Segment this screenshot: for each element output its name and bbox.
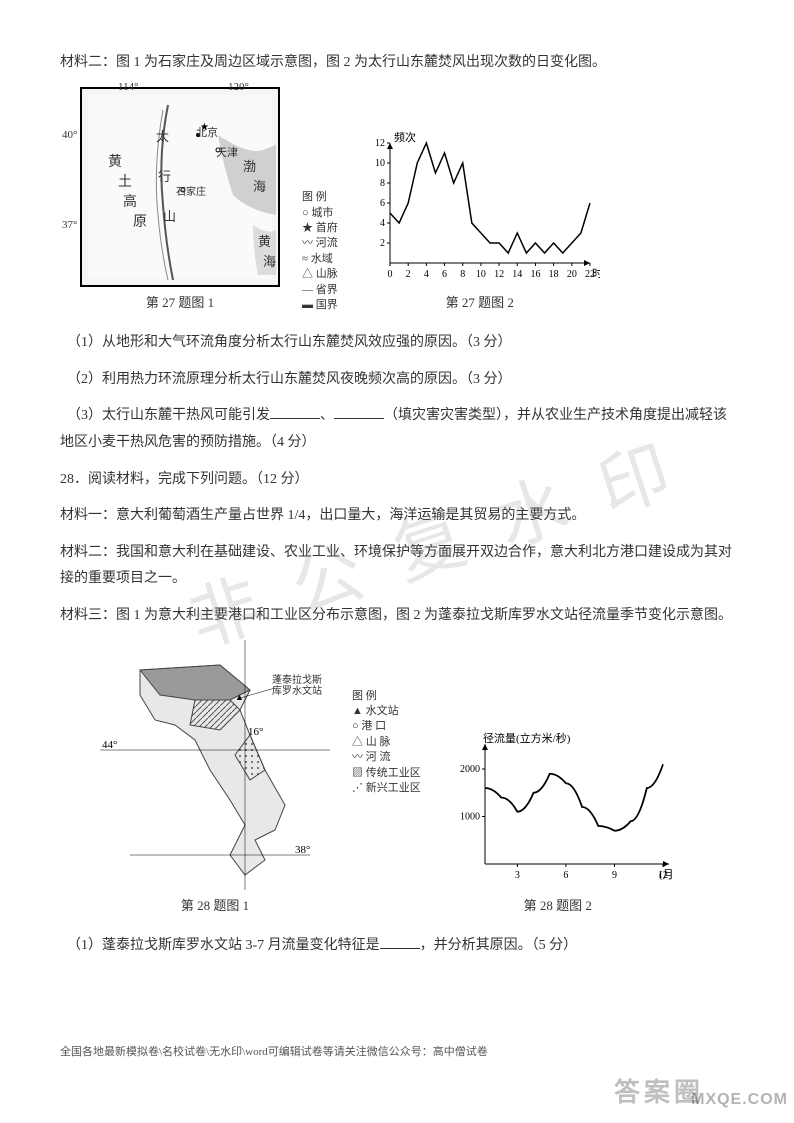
l-y: 原	[133, 210, 147, 237]
l-th3: 山	[163, 205, 176, 230]
label-sjz: 石家庄	[176, 183, 206, 202]
map-27-wrap: 114° 120° 40° 37° ★ 北京 天津 石家庄	[80, 87, 280, 316]
legend-item: ○ 港 口	[352, 719, 421, 734]
blank	[380, 935, 420, 949]
lat-top: 40°	[62, 125, 77, 146]
q27-1: （1）从地形和大气环流角度分析太行山东麓焚风效应强的原因。（3 分）	[60, 330, 734, 357]
legend-28-title: 图 例	[352, 689, 421, 704]
legend-28: 图 例 ▲ 水文站 ○ 港 口 △ 山 脉 〰 河 流 ▨ 传统工业区 ⋰ 新兴…	[350, 687, 423, 799]
figure-27-row: 114° 120° 40° 37° ★ 北京 天津 石家庄	[80, 87, 734, 316]
lat-bot: 37°	[62, 215, 77, 236]
chart-27-caption: 第 27 题图 2	[360, 291, 600, 316]
q28-1: （1）蓬泰拉戈斯库罗水文站 3-7 月流量变化特征是 ，并分析其原因。（5 分）	[60, 933, 734, 960]
q28-1a: （1）蓬泰拉戈斯库罗水文站 3-7 月流量变化特征是	[67, 938, 380, 953]
svg-text:4: 4	[380, 218, 385, 229]
material-2-text: 材料二：图 1 为石家庄及周边区域示意图，图 2 为太行山东麓焚风出现次数的日变…	[60, 50, 734, 77]
svg-text:1000: 1000	[460, 811, 480, 822]
svg-text:6: 6	[380, 198, 385, 209]
svg-text:10: 10	[375, 158, 385, 169]
svg-text:2000: 2000	[460, 764, 480, 775]
map-27: 114° 120° 40° 37° ★ 北京 天津 石家庄	[80, 87, 280, 287]
legend-item: ▲ 水文站	[352, 704, 421, 719]
svg-text:2: 2	[380, 238, 385, 249]
l-th1: 太	[156, 125, 169, 150]
svg-text:9: 9	[612, 870, 617, 881]
svg-text:0: 0	[387, 269, 392, 280]
q28-1b: ，并分析其原因。（5 分）	[420, 938, 578, 953]
blank	[334, 405, 384, 419]
legend-item: 〰 河 流	[352, 750, 421, 765]
label-tianjin: 天津	[216, 143, 238, 164]
svg-text:6: 6	[442, 269, 447, 280]
svg-text:2: 2	[405, 269, 410, 280]
q27-3b: 、	[320, 408, 334, 423]
legend-item: — 省界	[302, 283, 338, 298]
svg-text:8: 8	[380, 178, 385, 189]
svg-text:14: 14	[512, 269, 522, 280]
l-hh2: 海	[263, 250, 276, 275]
q27-3a: （3）太行山东麓干热风可能引发	[67, 408, 270, 423]
map-27-caption: 第 27 题图 1	[80, 291, 280, 316]
svg-text:16°: 16°	[248, 726, 263, 738]
legend-item: ★ 首府	[302, 221, 338, 236]
l-th2: 行	[158, 165, 171, 190]
legend-item: ⋰ 新兴工业区	[352, 781, 421, 796]
q27-3: （3）太行山东麓干热风可能引发、（填灾害灾害类型），并从农业生产技术角度提出减轻…	[60, 403, 734, 456]
m28-1: 材料一：意大利葡萄酒生产量占世界 1/4，出口量大，海洋运输是其贸易的主要方式。	[60, 503, 734, 530]
svg-text:16: 16	[530, 269, 540, 280]
svg-text:(月): (月)	[659, 869, 673, 881]
svg-text:20: 20	[567, 269, 577, 280]
legend-item: ▬ 国界	[302, 298, 338, 313]
legend-item: ▨ 传统工业区	[352, 766, 421, 781]
legend-27-title: 图 例	[302, 190, 338, 205]
legend-item: ≈ 水域	[302, 252, 338, 267]
legend-item: △ 山脉	[302, 267, 338, 282]
q27-2: （2）利用热力环流原理分析太行山东麓焚风夜晚频次高的原因。（3 分）	[60, 367, 734, 394]
svg-text:频次: 频次	[394, 130, 416, 144]
svg-text:▲: ▲	[235, 692, 244, 702]
map-28-caption: 第 28 题图 1	[100, 894, 330, 919]
figure-28-row: 44° 16° 38° ▲ 蓬泰拉戈斯库罗水文站 第 28 题图 1 图 例 ▲…	[100, 640, 734, 919]
m28-2: 材料二：我国和意大利在基础建设、农业工业、环境保护等方面展开双边合作，意大利北方…	[60, 540, 734, 593]
footer-text: 全国各地最新模拟卷\名校试卷\无水印\word可编辑试卷等请关注微信公众号：高中…	[60, 1042, 488, 1063]
svg-text:3: 3	[515, 870, 520, 881]
svg-text:6: 6	[563, 870, 568, 881]
legend-item: ○ 城市	[302, 206, 338, 221]
svg-text:38°: 38°	[295, 844, 310, 856]
lat-44: 44°	[102, 739, 117, 751]
map-28: 44° 16° 38° ▲ 蓬泰拉戈斯库罗水文站	[100, 640, 330, 890]
label-beijing: 北京	[196, 123, 218, 144]
blank	[270, 405, 320, 419]
chart-28: 1000200036912径流量(立方米/秒)(月)	[443, 730, 673, 890]
svg-text:12: 12	[494, 269, 504, 280]
svg-text:8: 8	[460, 269, 465, 280]
watermark-2: MXQE.COM	[691, 1085, 788, 1115]
chart-28-caption: 第 28 题图 2	[443, 894, 673, 919]
svg-text:时: 时	[592, 267, 600, 280]
svg-text:18: 18	[548, 269, 558, 280]
q28-head: 28．阅读材料，完成下列问题。（12 分）	[60, 467, 734, 494]
legend-item: 〰 河流	[302, 236, 338, 251]
svg-text:径流量(立方米/秒): 径流量(立方米/秒)	[483, 731, 571, 745]
svg-text:10: 10	[476, 269, 486, 280]
chart-27: 246810120246810121416182022频次时	[360, 127, 600, 287]
svg-text:12: 12	[375, 138, 385, 149]
map-28-wrap: 44° 16° 38° ▲ 蓬泰拉戈斯库罗水文站 第 28 题图 1	[100, 640, 330, 919]
m28-3: 材料三：图 1 为意大利主要港口和工业区分布示意图，图 2 为蓬泰拉戈斯库罗水文…	[60, 603, 734, 630]
chart-28-wrap: 1000200036912径流量(立方米/秒)(月) 第 28 题图 2	[443, 730, 673, 919]
legend-27: 图 例 ○ 城市 ★ 首府 〰 河流 ≈ 水域 △ 山脉 — 省界 ▬ 国界	[300, 188, 340, 315]
l-bh2: 海	[253, 175, 266, 200]
svg-text:4: 4	[424, 269, 429, 280]
legend-item: △ 山 脉	[352, 735, 421, 750]
chart-27-wrap: 246810120246810121416182022频次时 第 27 题图 2	[360, 127, 600, 316]
station-label: 蓬泰拉戈斯库罗水文站	[272, 675, 330, 697]
